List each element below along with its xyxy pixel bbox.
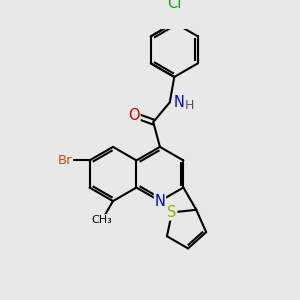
Text: O: O xyxy=(128,108,140,123)
Text: H: H xyxy=(185,99,194,112)
Text: Br: Br xyxy=(58,154,72,167)
Text: Cl: Cl xyxy=(167,0,182,11)
Text: N: N xyxy=(154,194,165,208)
Text: N: N xyxy=(174,95,185,110)
Text: S: S xyxy=(167,205,177,220)
Text: CH₃: CH₃ xyxy=(92,215,112,225)
